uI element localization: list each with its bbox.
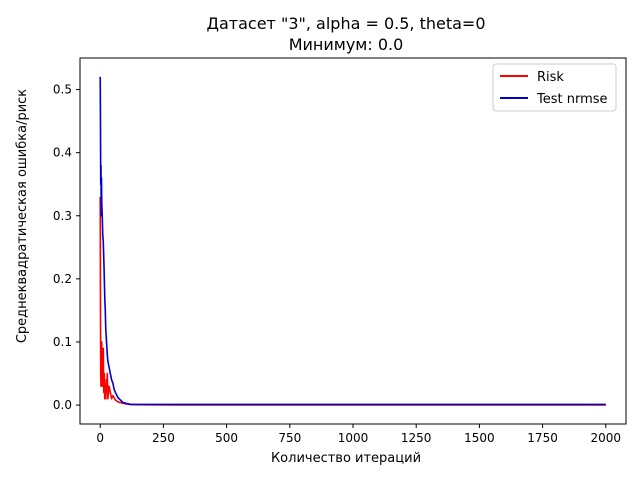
y-axis-label: Среднеквадратическая ошибка/риск: [15, 89, 30, 343]
y-tick-label: 0.4: [53, 146, 72, 160]
x-tick-label: 1500: [464, 431, 495, 445]
y-tick-label: 0.1: [53, 335, 72, 349]
legend-label-test-nrmse: Test nrmse: [536, 92, 608, 107]
chart-subtitle: Минимум: 0.0: [289, 35, 404, 54]
y-tick-label: 0.3: [53, 209, 72, 223]
x-tick-label: 750: [278, 431, 301, 445]
y-tick-label: 0.0: [53, 398, 72, 412]
x-tick-label: 0: [96, 431, 104, 445]
y-tick-label: 0.2: [53, 272, 72, 286]
x-tick-label: 500: [215, 431, 238, 445]
x-tick-label: 1250: [401, 431, 432, 445]
x-axis-label: Количество итераций: [271, 451, 421, 466]
x-tick-label: 250: [152, 431, 175, 445]
legend-label-risk: Risk: [537, 70, 564, 85]
x-tick-label: 2000: [591, 431, 622, 445]
x-tick-label: 1000: [338, 431, 369, 445]
axis-ticks: 0 250 500 750 1000 1250 1500 1750 2000 0.0 0.1 0.2 0…: [53, 83, 621, 445]
y-tick-label: 0.5: [53, 83, 72, 97]
chart-title: Датасет "3", alpha = 0.5, theta=0: [206, 14, 485, 33]
series-line-test-nrmse: [99, 76, 606, 406]
legend: Risk Test nrmse: [492, 63, 617, 112]
x-tick-label: 1750: [527, 431, 558, 445]
